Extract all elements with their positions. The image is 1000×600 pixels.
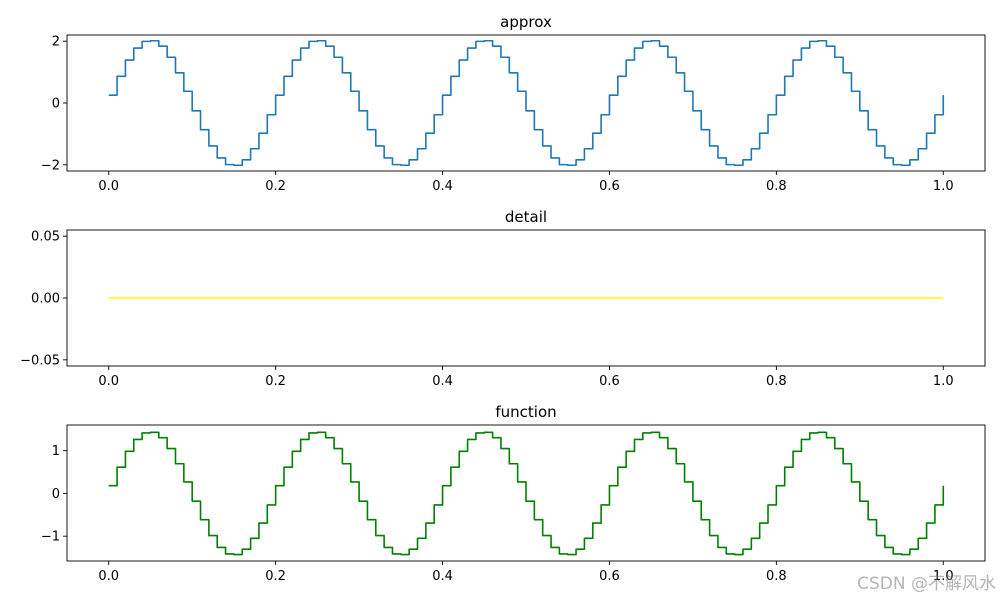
y-tick-label: 0.05 bbox=[31, 230, 60, 245]
x-tick-label: 1.0 bbox=[933, 569, 954, 584]
y-tick-label: 0.00 bbox=[31, 292, 60, 307]
x-tick-label: 0.4 bbox=[432, 374, 453, 389]
y-tick-label: 1 bbox=[52, 444, 60, 459]
y-tick-label: 0 bbox=[52, 97, 60, 112]
x-tick-label: 1.0 bbox=[933, 374, 954, 389]
x-tick-label: 0.6 bbox=[599, 374, 620, 389]
x-tick-label: 0.8 bbox=[766, 374, 787, 389]
x-tick-label: 1.0 bbox=[933, 179, 954, 194]
subplot-title: function bbox=[495, 403, 556, 421]
x-tick-label: 0.8 bbox=[766, 179, 787, 194]
series-line bbox=[108, 431, 945, 556]
x-tick-label: 0.8 bbox=[766, 569, 787, 584]
subplot-detail: detail 0.0 0.2 0.4 0.6 0.8 1.0 0.05 0.00 −0.05 bbox=[20, 208, 986, 389]
x-tick-label: 0.0 bbox=[98, 569, 119, 584]
x-tick-label: 0.0 bbox=[98, 179, 119, 194]
watermark: CSDN @不解风水 bbox=[857, 574, 996, 594]
x-tick-label: 0.4 bbox=[432, 179, 453, 194]
series-line bbox=[108, 39, 945, 167]
x-tick-label: 0.4 bbox=[432, 569, 453, 584]
y-tick-label: −0.05 bbox=[20, 353, 60, 368]
x-tick-label: 0.2 bbox=[265, 374, 286, 389]
subplot-title: detail bbox=[505, 208, 547, 226]
y-tick-label: 2 bbox=[52, 35, 60, 50]
x-tick-label: 0.2 bbox=[265, 179, 286, 194]
y-tick-label: −2 bbox=[41, 158, 60, 173]
x-tick-label: 0.2 bbox=[265, 569, 286, 584]
y-tick-label: 0 bbox=[52, 487, 60, 502]
subplot-function: function 0.0 0.2 0.4 0.6 0.8 1.0 1 0 −1 bbox=[41, 403, 986, 584]
y-tick-label: −1 bbox=[41, 530, 60, 545]
subplot-title: approx bbox=[500, 13, 552, 31]
x-tick-label: 0.6 bbox=[599, 179, 620, 194]
x-tick-label: 0.0 bbox=[98, 374, 119, 389]
x-tick-label: 0.6 bbox=[599, 569, 620, 584]
subplot-approx: approx 0.0 0.2 0.4 0.6 0.8 1.0 2 0 −2 bbox=[41, 13, 986, 194]
